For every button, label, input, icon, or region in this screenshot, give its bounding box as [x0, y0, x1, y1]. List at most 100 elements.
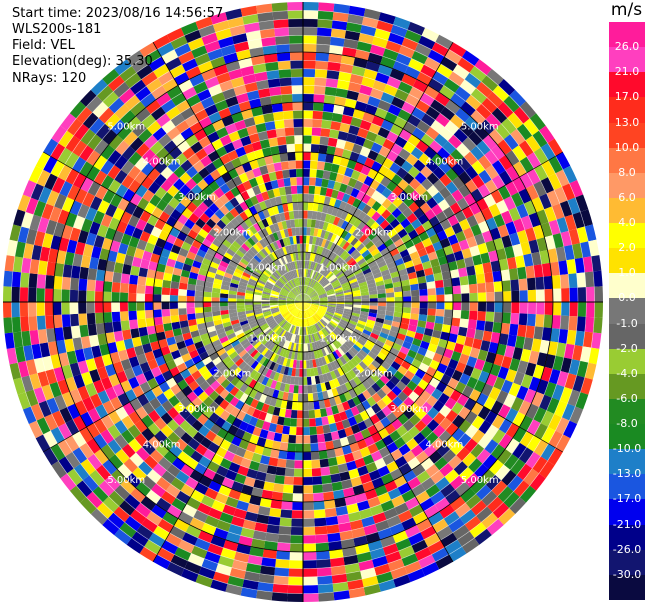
- velocity-gate: [255, 193, 265, 204]
- velocity-gate: [3, 302, 12, 318]
- velocity-gate: [309, 177, 317, 186]
- velocity-gate: [467, 319, 478, 330]
- colorbar-swatch: [609, 574, 645, 601]
- velocity-gate: [252, 408, 262, 419]
- velocity-gate: [210, 535, 226, 548]
- velocity-gate: [272, 389, 280, 399]
- velocity-gate: [313, 324, 319, 333]
- velocity-gate: [356, 352, 365, 361]
- velocity-gate: [150, 253, 161, 264]
- velocity-gate: [329, 277, 338, 284]
- velocity-gate: [303, 27, 318, 36]
- velocity-gate: [307, 287, 313, 296]
- colorbar-tick-label: -26.0: [612, 542, 642, 556]
- velocity-gate: [43, 430, 58, 448]
- velocity-gate: [369, 264, 380, 272]
- velocity-gate: [315, 52, 330, 62]
- velocity-gate: [100, 444, 116, 460]
- velocity-gate: [322, 316, 330, 323]
- velocity-gate: [223, 450, 236, 462]
- velocity-gate: [156, 113, 171, 128]
- velocity-gate: [419, 340, 430, 350]
- velocity-gate: [383, 84, 398, 97]
- velocity-gate: [229, 24, 246, 37]
- velocity-gate: [235, 146, 247, 158]
- velocity-gate: [268, 253, 276, 262]
- velocity-gate: [484, 272, 494, 283]
- velocity-gate: [543, 314, 553, 329]
- velocity-gate: [349, 519, 364, 531]
- velocity-gate: [313, 262, 318, 271]
- velocity-gate: [153, 316, 164, 326]
- velocity-gate: [298, 260, 302, 269]
- velocity-gate: [141, 114, 157, 129]
- velocity-gate: [180, 107, 195, 121]
- velocity-gate: [286, 272, 292, 281]
- velocity-gate: [337, 248, 345, 257]
- velocity-gate: [142, 342, 153, 354]
- velocity-gate: [375, 256, 385, 265]
- velocity-gate: [168, 343, 179, 353]
- velocity-gate: [243, 328, 253, 336]
- velocity-gate: [519, 290, 528, 302]
- velocity-gate: [385, 292, 395, 298]
- velocity-gate: [275, 269, 283, 278]
- velocity-gate: [303, 10, 319, 20]
- velocity-gate: [274, 398, 283, 408]
- velocity-gate: [383, 238, 394, 248]
- velocity-gate: [540, 143, 556, 161]
- velocity-gate: [555, 342, 567, 358]
- velocity-gate: [286, 297, 295, 301]
- velocity-gate: [316, 228, 323, 238]
- velocity-gate: [233, 342, 243, 351]
- velocity-gate: [400, 375, 411, 386]
- velocity-gate: [327, 179, 336, 190]
- velocity-gate: [318, 237, 324, 247]
- velocity-gate: [249, 322, 259, 329]
- velocity-gate: [315, 236, 321, 246]
- velocity-gate: [318, 307, 327, 311]
- velocity-gate: [270, 274, 279, 282]
- velocity-gate: [357, 278, 367, 284]
- velocity-gate: [314, 323, 320, 332]
- velocity-gate: [162, 315, 172, 325]
- velocity-gate: [374, 239, 384, 249]
- velocity-gate: [269, 86, 282, 97]
- velocity-gate: [443, 286, 453, 295]
- velocity-gate: [13, 209, 26, 227]
- velocity-gate: [444, 49, 462, 65]
- velocity-gate: [297, 252, 301, 261]
- velocity-gate: [41, 203, 55, 220]
- velocity-gate: [469, 522, 487, 538]
- velocity-gate: [288, 568, 303, 577]
- velocity-gate: [119, 311, 129, 322]
- velocity-gate: [50, 353, 62, 369]
- velocity-gate: [166, 27, 185, 43]
- velocity-gate: [136, 284, 146, 294]
- velocity-gate: [329, 263, 337, 272]
- velocity-gate: [455, 361, 467, 374]
- velocity-gate: [325, 271, 333, 279]
- velocity-gate: [257, 462, 269, 474]
- velocity-gate: [332, 11, 349, 23]
- velocity-gate: [318, 330, 324, 340]
- velocity-gate: [104, 363, 117, 377]
- velocity-gate: [295, 368, 300, 377]
- velocity-gate: [429, 233, 441, 245]
- velocity-gate: [356, 41, 373, 53]
- velocity-gate: [300, 318, 303, 327]
- velocity-gate: [317, 255, 324, 264]
- velocity-gate: [270, 305, 279, 309]
- velocity-gate: [289, 306, 297, 313]
- velocity-gate: [418, 282, 428, 290]
- velocity-gate: [338, 522, 352, 533]
- velocity-gate: [129, 79, 147, 95]
- velocity-gate: [411, 483, 426, 497]
- velocity-gate: [174, 43, 192, 57]
- velocity-gate: [108, 490, 125, 507]
- velocity-gate: [413, 432, 426, 445]
- velocity-gate: [17, 194, 31, 212]
- velocity-gate: [277, 534, 291, 544]
- velocity-gate: [334, 339, 343, 348]
- velocity-gate: [346, 90, 360, 101]
